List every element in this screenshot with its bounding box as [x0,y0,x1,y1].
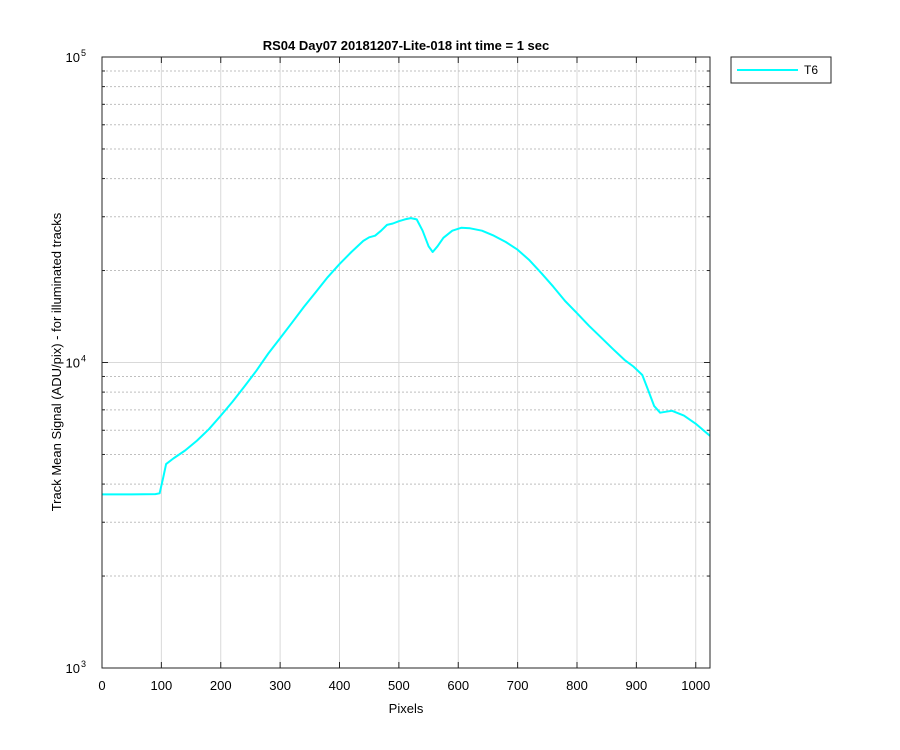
x-tick-label: 500 [388,678,410,693]
x-tick-label: 300 [269,678,291,693]
legend-label-t6: T6 [804,63,818,77]
y-tick-label-base: 10 [66,661,80,676]
y-tick-label-base: 10 [66,50,80,65]
plot-area [101,56,711,669]
series-line-t6 [102,217,711,496]
tick-mark-layer [101,56,710,669]
y-tick-label-exponent: 3 [81,659,86,669]
y-tick-label-exponent: 5 [81,48,86,58]
x-tick-label: 800 [566,678,588,693]
series-layer [102,217,711,496]
x-tick-label: 400 [329,678,351,693]
x-tick-label: 0 [98,678,105,693]
x-tick-label: 1000 [681,678,710,693]
x-tick-label: 100 [151,678,173,693]
chart-title: RS04 Day07 20181207-Lite-018 int time = … [263,38,550,53]
x-tick-label: 900 [626,678,648,693]
grid-layer [102,57,710,668]
x-tick-label: 700 [507,678,529,693]
x-axis-label: Pixels [389,701,424,716]
y-tick-label-exponent: 4 [81,354,86,364]
y-axis-label: Track Mean Signal (ADU/pix) - for illumi… [49,212,64,511]
x-tick-label: 200 [210,678,232,693]
y-tick-label-base: 10 [66,356,80,371]
x-tick-label: 600 [447,678,469,693]
x-tick-labels: 0 100 200 300 400 500 600 700 800 900 1000 [98,678,710,693]
legend: T6 [730,56,832,84]
